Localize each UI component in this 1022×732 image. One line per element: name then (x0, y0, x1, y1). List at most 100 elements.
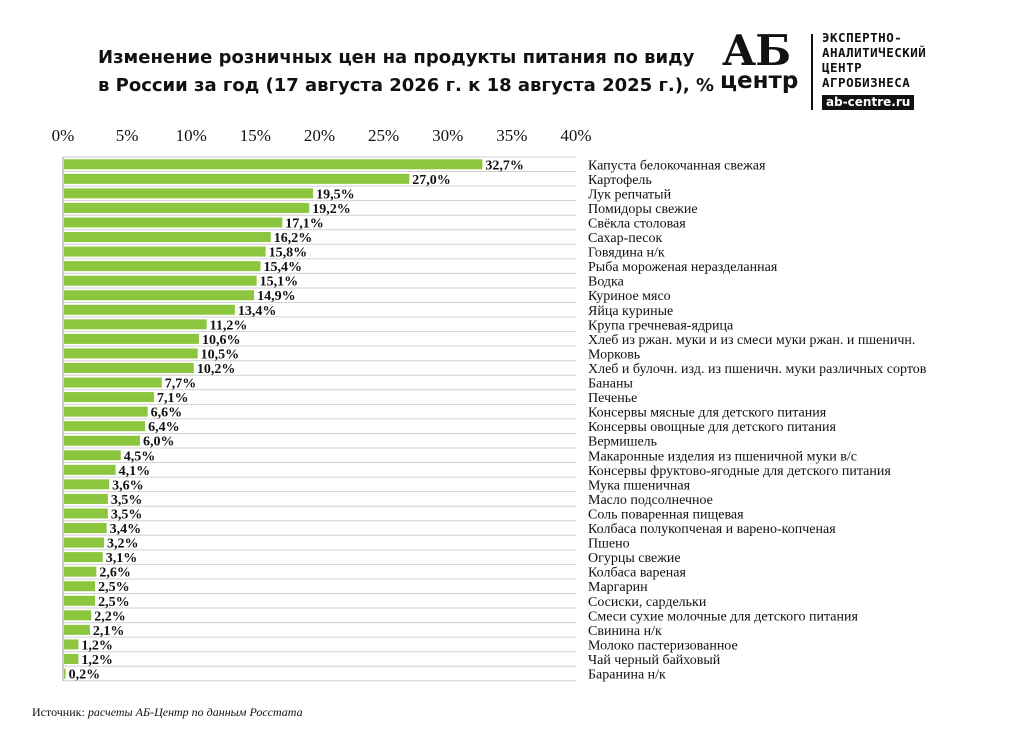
logo-centr-word: центр (720, 68, 799, 94)
bar (64, 319, 207, 330)
bar (64, 566, 97, 577)
data-label: 13,4% (238, 304, 276, 319)
x-tick-label: 40% (560, 126, 591, 145)
logo-url: ab-centre.ru (822, 95, 915, 110)
logo-divider (811, 34, 813, 110)
data-label: 3,5% (111, 493, 143, 508)
category-label: Маргарин (588, 580, 648, 595)
data-label: 2,6% (99, 566, 131, 581)
category-label: Свинина н/к (588, 624, 662, 639)
category-label: Масло подсолнечное (588, 493, 713, 508)
category-label: Лук репчатый (588, 187, 672, 202)
category-label: Капуста белокочанная свежая (588, 158, 766, 173)
category-label: Консервы овощные для детского питания (588, 420, 837, 435)
bar (64, 639, 79, 650)
data-label: 17,1% (285, 216, 324, 231)
bar (64, 479, 110, 490)
category-label: Мука пшеничная (588, 478, 691, 493)
logo-tagline-line-1: ЭКСПЕРТНО- (822, 30, 903, 45)
bar (64, 333, 199, 344)
category-label: Консервы мясные для детского питания (588, 406, 827, 421)
x-tick-label: 15% (240, 126, 271, 145)
data-label: 6,6% (151, 406, 183, 421)
bar (64, 624, 90, 635)
data-label: 1,2% (81, 638, 113, 653)
data-label: 14,9% (257, 289, 296, 304)
data-label: 19,5% (316, 187, 355, 202)
category-label: Сахар-песок (588, 231, 663, 246)
bar (64, 304, 235, 315)
category-label: Огурцы свежие (588, 551, 681, 566)
category-label: Сосиски, сардельки (588, 595, 707, 610)
x-tick-label: 35% (496, 126, 527, 145)
bar (64, 261, 261, 272)
logo-tagline-line-3: ЦЕНТР (822, 60, 863, 75)
data-label: 2,5% (98, 580, 130, 595)
bar (64, 188, 314, 199)
data-label: 0,2% (69, 668, 101, 683)
x-tick-label: 0% (52, 126, 75, 145)
category-label: Говядина н/к (588, 246, 665, 261)
chart-title: Изменение розничных цен на продукты пита… (98, 44, 715, 100)
category-label: Хлеб из ржан. муки и из смеси муки ржан.… (588, 333, 915, 348)
bar (64, 159, 483, 170)
logo-tagline-line-4: АГРОБИЗНЕСА (822, 75, 911, 90)
data-label: 11,2% (210, 318, 248, 333)
category-label: Смеси сухие молочные для детского питани… (588, 609, 858, 624)
data-label: 15,8% (269, 246, 308, 261)
bar (64, 523, 107, 534)
x-tick-label: 30% (432, 126, 463, 145)
bar (64, 668, 66, 679)
category-label: Колбаса полукопченая и варено-копченая (588, 522, 836, 537)
bar (64, 362, 194, 373)
category-label: Чай черный байховый (588, 653, 721, 668)
data-label: 6,0% (143, 435, 175, 450)
bar (64, 173, 410, 184)
data-label: 7,1% (157, 391, 189, 406)
data-label: 2,5% (98, 595, 130, 610)
data-label: 1,2% (81, 653, 113, 668)
bar (64, 435, 140, 446)
category-label: Печенье (588, 391, 637, 406)
x-tick-label: 25% (368, 126, 399, 145)
data-label: 7,7% (165, 377, 197, 392)
bar (64, 377, 162, 388)
category-label: Молоко пастеризованное (588, 638, 738, 653)
category-label: Вермишель (588, 435, 657, 450)
data-label: 15,1% (260, 275, 299, 290)
bar (64, 464, 116, 475)
bar (64, 450, 121, 461)
x-tick-label: 20% (304, 126, 335, 145)
ab-centre-logo: АБ центр ЭКСПЕРТНО- АНАЛИТИЧЕСКИЙ ЦЕНТР … (718, 28, 978, 120)
data-label: 10,6% (202, 333, 241, 348)
source-label: Источник: (32, 705, 85, 719)
bar (64, 217, 283, 228)
source-text: расчеты АБ-Центр по данным Росстата (87, 705, 303, 719)
data-label: 3,6% (112, 478, 144, 493)
bar (64, 421, 146, 432)
logo-tagline: ЭКСПЕРТНО- АНАЛИТИЧЕСКИЙ ЦЕНТР АГРОБИЗНЕ… (822, 30, 926, 90)
bar (64, 392, 155, 403)
logo-ab-letters: АБ (722, 26, 791, 75)
chart-title-line-2: в России за год (17 августа 2026 г. к 18… (98, 75, 715, 96)
bar (64, 595, 96, 606)
category-label: Свёкла столовая (588, 216, 686, 231)
logo-tagline-line-2: АНАЛИТИЧЕСКИЙ (822, 45, 927, 60)
bar (64, 232, 271, 243)
data-label: 4,1% (119, 464, 150, 479)
category-label: Рыба мороженая неразделанная (588, 260, 778, 275)
category-label: Баранина н/к (588, 668, 666, 683)
bar (64, 581, 96, 592)
data-label: 3,5% (111, 507, 143, 522)
category-label: Морковь (588, 347, 640, 362)
bar (64, 348, 198, 359)
data-label: 27,0% (412, 173, 451, 188)
category-label: Картофель (588, 173, 652, 188)
bar-chart: 0% 5% 10% 15% 20% 25% 30% 35% 40% 32,7% Капуста бе… (52, 126, 927, 683)
bar (64, 246, 266, 257)
data-label: 10,5% (201, 347, 240, 362)
category-label: Куриное мясо (588, 289, 671, 304)
bar (64, 202, 310, 213)
bar (64, 537, 105, 548)
source-note: Источник: расчеты АБ-Центр по данным Рос… (32, 705, 303, 720)
